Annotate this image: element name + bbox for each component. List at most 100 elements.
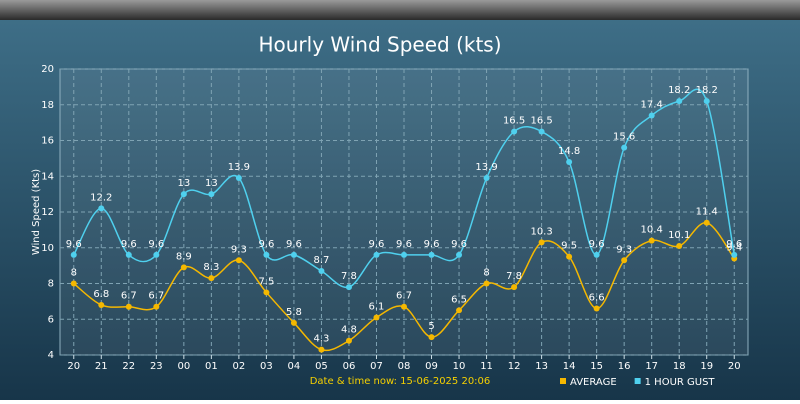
data-label: 9.6 (396, 239, 412, 250)
point (511, 128, 518, 135)
x-tick-label: 18 (673, 361, 686, 372)
x-tick-label: 08 (398, 361, 411, 372)
point (538, 128, 545, 135)
data-label: 13 (205, 178, 218, 189)
top-bar (0, 0, 800, 20)
data-label: 9.6 (451, 239, 467, 250)
point (621, 144, 628, 151)
data-label: 10.4 (641, 225, 663, 236)
data-label: 13.9 (228, 162, 250, 173)
point (483, 280, 490, 287)
x-tick-label: 16 (618, 361, 631, 372)
point (125, 303, 132, 310)
data-label: 9.3 (231, 244, 247, 255)
data-label: 6.7 (396, 291, 412, 302)
data-label: 7.8 (506, 271, 522, 282)
data-label: 8 (71, 268, 77, 279)
data-label: 9.3 (616, 244, 632, 255)
point (318, 346, 325, 353)
point (263, 289, 270, 296)
data-label: 6.5 (451, 294, 467, 305)
point (373, 314, 380, 321)
point (648, 112, 655, 119)
point (290, 251, 297, 258)
point (373, 251, 380, 258)
point (235, 175, 242, 182)
data-label: 9.6 (66, 239, 82, 250)
data-label: 13.9 (475, 162, 497, 173)
data-label: 6.1 (369, 301, 385, 312)
point (401, 251, 407, 258)
data-label: 8.3 (203, 262, 219, 273)
data-label: 12.2 (90, 192, 112, 203)
data-label: 14.8 (558, 146, 580, 157)
footer: Date & time now: 15-06-2025 20:06 (310, 376, 491, 387)
point (290, 319, 297, 326)
legend-label: AVERAGE (570, 377, 617, 388)
x-tick-label: 17 (645, 361, 658, 372)
chart-title: Hourly Wind Speed (kts) (258, 33, 501, 57)
data-label: 9.6 (121, 239, 137, 250)
y-tick-label: 6 (48, 314, 54, 325)
x-tick-label: 06 (343, 361, 356, 372)
data-label: 8 (483, 268, 489, 279)
point (428, 251, 435, 258)
data-label: 4.8 (341, 325, 357, 336)
x-tick-label: 07 (370, 361, 383, 372)
y-tick-label: 18 (41, 100, 54, 111)
data-label: 9.6 (589, 239, 605, 250)
point (70, 251, 77, 258)
data-label: 13 (177, 178, 190, 189)
point (593, 251, 600, 258)
data-label: 18.2 (696, 85, 718, 96)
legend-swatch (634, 378, 641, 384)
point (676, 98, 683, 105)
point (70, 280, 77, 287)
data-label: 6.7 (121, 291, 137, 302)
point (125, 251, 132, 258)
point (538, 239, 545, 246)
point (98, 301, 105, 308)
data-label: 17.4 (641, 99, 663, 110)
data-label: 6.8 (93, 289, 109, 300)
point (428, 334, 435, 341)
legend-label: 1 HOUR GUST (645, 377, 716, 388)
data-label: 16.5 (530, 116, 552, 127)
y-tick-label: 12 (41, 207, 54, 218)
data-label: 7.8 (341, 271, 357, 282)
point (208, 275, 215, 282)
point (345, 284, 352, 291)
x-tick-label: 05 (315, 361, 328, 372)
legend-swatch (560, 378, 566, 384)
data-label: 16.5 (503, 116, 525, 127)
point (401, 303, 407, 310)
point (456, 307, 463, 314)
x-tick-label: 01 (205, 361, 218, 372)
point (153, 251, 160, 258)
point (318, 267, 325, 274)
x-tick-label: 14 (563, 361, 576, 372)
data-label: 9.5 (561, 241, 577, 252)
x-tick-label: 20 (67, 361, 80, 372)
data-label: 8.9 (176, 251, 192, 262)
point (208, 191, 215, 198)
point (98, 205, 105, 212)
data-label: 5.8 (286, 307, 302, 318)
point (483, 175, 490, 182)
x-tick-label: 23 (150, 361, 163, 372)
point (703, 98, 710, 105)
data-label: 9.6 (424, 239, 440, 250)
y-axis-label: Wind Speed (Kts) (31, 169, 42, 255)
point (621, 257, 628, 264)
point (180, 264, 187, 271)
x-tick-label: 04 (288, 361, 301, 372)
point (153, 303, 160, 310)
data-label: 18.2 (668, 85, 690, 96)
point (566, 158, 573, 165)
y-tick-label: 10 (41, 243, 54, 254)
x-tick-label: 10 (453, 361, 466, 372)
x-tick-label: 22 (122, 361, 135, 372)
point (345, 337, 352, 344)
